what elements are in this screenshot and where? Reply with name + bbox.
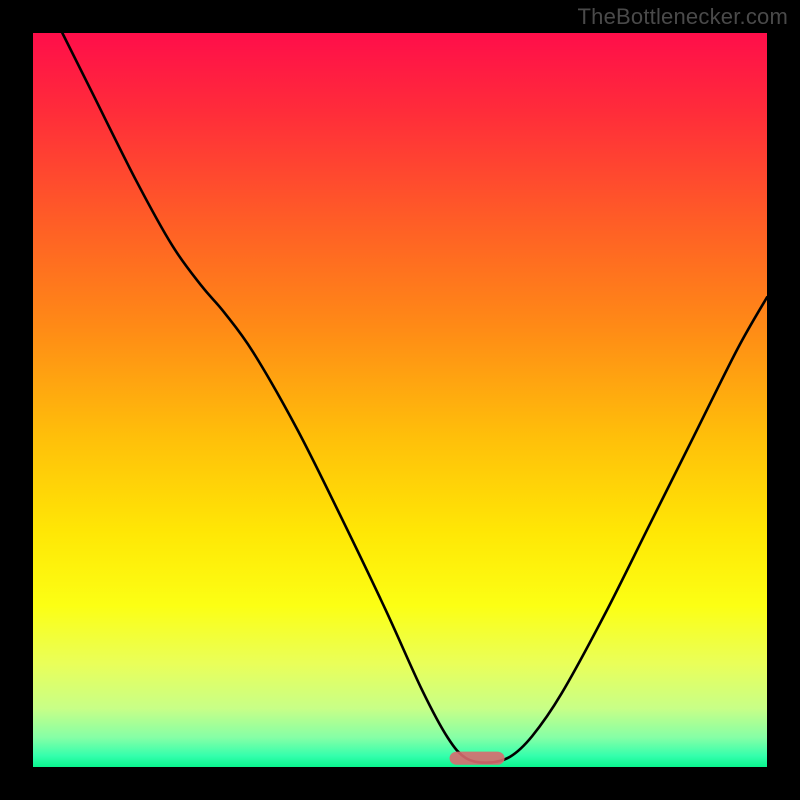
bottleneck-curve — [62, 33, 767, 763]
chart-frame: TheBottlenecker.com — [0, 0, 800, 800]
minimum-marker — [450, 752, 505, 765]
curve-layer — [33, 33, 767, 767]
plot-area — [33, 33, 767, 767]
watermark-text: TheBottlenecker.com — [578, 4, 788, 30]
